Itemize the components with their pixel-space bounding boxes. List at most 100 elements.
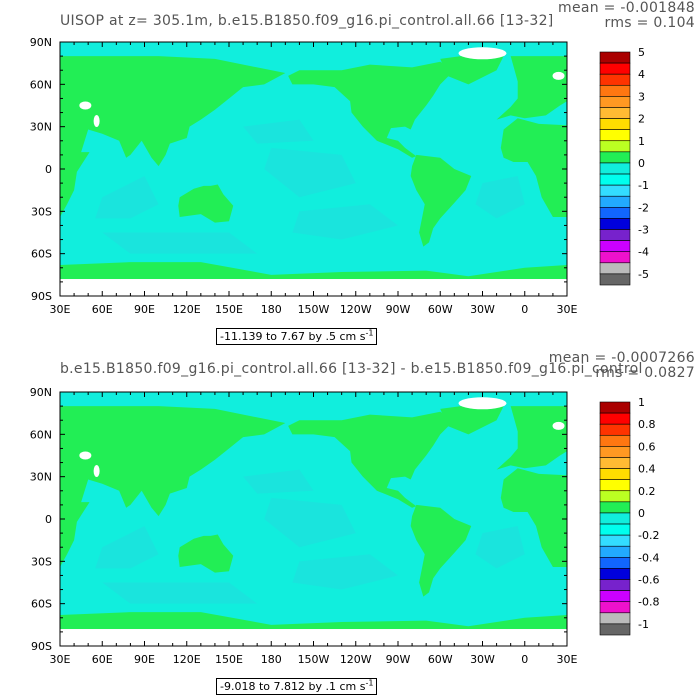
y-tick-label: 90N: [30, 386, 52, 399]
x-tick-label: 30E: [557, 303, 578, 316]
missing-data-patch: [93, 115, 100, 128]
x-tick-label: 90E: [134, 653, 155, 666]
chart-title: b.e15.B1850.f09_g16.pi_control.all.66 [1…: [60, 361, 643, 377]
colorbar-swatch: [599, 251, 631, 264]
x-tick-label: 120W: [340, 303, 372, 316]
colorbar-label: -5: [638, 268, 649, 281]
land-region: [178, 534, 234, 573]
missing-data-patch: [458, 397, 507, 410]
y-tick-label: 90S: [31, 640, 52, 653]
colorbar-label: 5: [638, 46, 645, 59]
colorbar: 1 0.8 0.6 0.4 0.2 0 -0.2 -0.4 -0.6 -0.8 -1: [599, 396, 659, 636]
land-region: [60, 56, 286, 217]
chart-panel-bottom: b.e15.B1850.f09_g16.pi_control.all.66 [1…: [0, 350, 700, 700]
colorbar-swatch: [599, 423, 631, 436]
ocean-deep-region: [243, 119, 314, 144]
colorbar-swatch: [599, 207, 631, 219]
ocean-deep-region: [243, 469, 314, 494]
colorbar-label: 0.4: [638, 463, 656, 476]
missing-data-patch: [552, 421, 565, 430]
missing-data-patch: [79, 101, 92, 110]
rms-label: rms = 0.0827: [595, 365, 695, 381]
colorbar-label: -0.6: [638, 574, 659, 587]
map-area: [60, 392, 567, 646]
colorbar-label: 1: [638, 396, 645, 409]
land-region: [500, 468, 567, 567]
x-tick-label: 0: [521, 303, 528, 316]
x-tick-label: 30E: [557, 653, 578, 666]
map-area: [60, 42, 567, 296]
colorbar-label: 0: [638, 507, 645, 520]
x-tick-label: 60E: [92, 653, 113, 666]
colorbar-label: -0.8: [638, 596, 659, 609]
colorbar-swatch: [599, 590, 631, 603]
colorbar-swatch: [599, 262, 631, 275]
range-exponent: -1: [365, 678, 374, 688]
colorbar-label: 0.2: [638, 485, 656, 498]
chart-svg-top: UISOP at z= 305.1m, b.e15.B1850.f09_g16.…: [30, 0, 695, 316]
land-region: [440, 403, 504, 435]
missing-data-patch: [93, 465, 100, 478]
missing-data-patch: [79, 451, 92, 460]
land-region: [60, 262, 567, 280]
colorbar-swatch: [599, 568, 631, 580]
colorbar-label: -0.2: [638, 529, 659, 542]
x-tick-label: 120E: [173, 653, 201, 666]
colorbar-swatch: [599, 545, 631, 558]
colorbar-swatch: [599, 129, 631, 142]
ocean-deep-region: [95, 526, 159, 569]
colorbar-swatch: [599, 229, 631, 241]
land-region: [178, 184, 234, 223]
colorbar-swatch: [599, 501, 631, 514]
y-tick-label: 60N: [30, 428, 52, 441]
colorbar-swatch: [599, 96, 631, 108]
y-tick-label: 90N: [30, 36, 52, 49]
ocean-deep-region: [102, 582, 258, 604]
colorbar-swatch: [599, 118, 631, 130]
colorbar-swatch: [599, 73, 631, 86]
colorbar-swatch: [599, 51, 631, 64]
land-region: [496, 56, 567, 120]
y-tick-label: 60N: [30, 78, 52, 91]
ocean-deep-region: [292, 204, 398, 240]
ocean-deep-region: [102, 232, 258, 254]
mean-label: mean = -0.0007266: [549, 350, 695, 366]
land-region: [440, 53, 504, 85]
colorbar-swatch: [599, 173, 631, 186]
x-tick-label: 120E: [173, 303, 201, 316]
x-tick-label: 90W: [386, 653, 411, 666]
y-tick-label: 30N: [30, 121, 52, 134]
range-label: -11.139 to 7.67 by .5 cm s: [220, 330, 366, 343]
chart-title: UISOP at z= 305.1m, b.e15.B1850.f09_g16.…: [60, 13, 554, 29]
land-region: [288, 411, 455, 508]
y-tick-label: 30S: [31, 555, 52, 568]
ocean-deep-region: [264, 497, 356, 548]
colorbar-label: -1: [638, 618, 649, 631]
x-tick-label: 150W: [298, 653, 330, 666]
land-region: [60, 406, 286, 567]
colorbar-label: -2: [638, 201, 649, 214]
x-tick-label: 150W: [298, 303, 330, 316]
colorbar-label: 2: [638, 113, 645, 126]
colorbar-swatch: [599, 468, 631, 480]
x-tick-label: 30W: [470, 303, 495, 316]
x-tick-label: 150E: [215, 303, 243, 316]
range-label-box: -11.139 to 7.67 by .5 cm s-1: [216, 328, 378, 345]
colorbar-swatch: [599, 446, 631, 458]
colorbar-swatch: [599, 601, 631, 614]
colorbar-swatch: [599, 107, 631, 119]
ocean-deep-region: [95, 176, 159, 219]
ocean-deep-region: [475, 176, 525, 219]
x-tick-label: 30E: [50, 653, 71, 666]
chart-svg-bottom: b.e15.B1850.f09_g16.pi_control.all.66 [1…: [30, 350, 695, 666]
x-tick-label: 90E: [134, 303, 155, 316]
colorbar-swatch: [599, 195, 631, 208]
colorbar-label: 0.6: [638, 440, 656, 453]
colorbar-swatch: [599, 401, 631, 414]
x-tick-label: 180: [261, 303, 282, 316]
range-label: -9.018 to 7.812 by .1 cm s: [220, 680, 366, 693]
chart-panel-top: UISOP at z= 305.1m, b.e15.B1850.f09_g16.…: [30, 0, 695, 345]
colorbar-swatch: [599, 240, 631, 253]
colorbar-swatch: [599, 512, 631, 525]
colorbar-swatch: [599, 218, 631, 230]
